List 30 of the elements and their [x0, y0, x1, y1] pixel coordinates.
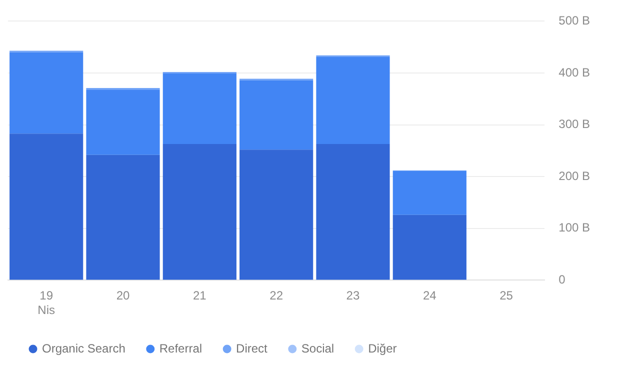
bar [86, 154, 160, 280]
x-tick-label: 22 [270, 288, 284, 303]
x-tick-label: 25 [500, 288, 514, 303]
bar [316, 56, 390, 144]
x-tick-label: 20 [116, 288, 130, 303]
x-tick-label: 19 Nis [38, 288, 56, 318]
x-tick-label: 21 [192, 288, 207, 303]
bar [10, 134, 84, 280]
bar [10, 52, 84, 134]
y-tick-label: 0 [558, 272, 566, 287]
bar [240, 80, 314, 150]
legend-label: Direct [236, 341, 268, 356]
legend-label: Social [301, 341, 334, 356]
y-tick-label: 400 B [558, 65, 590, 80]
bar [162, 144, 236, 280]
bar [240, 150, 314, 280]
bar [392, 214, 466, 280]
legend-label: Referral [159, 341, 202, 356]
bar [392, 170, 466, 215]
bar [316, 144, 390, 280]
x-tick-label: 24 [422, 288, 437, 303]
bar [162, 74, 236, 144]
legend-label: Organic Search [42, 341, 126, 356]
y-tick-label: 200 B [558, 168, 590, 183]
legend-label: Diğer [368, 341, 397, 356]
y-tick-label: 300 B [558, 117, 590, 132]
y-tick-label: 100 B [558, 220, 590, 235]
x-tick-label: 23 [346, 288, 360, 303]
y-tick-label: 500 B [558, 14, 590, 28]
bar [86, 90, 160, 155]
